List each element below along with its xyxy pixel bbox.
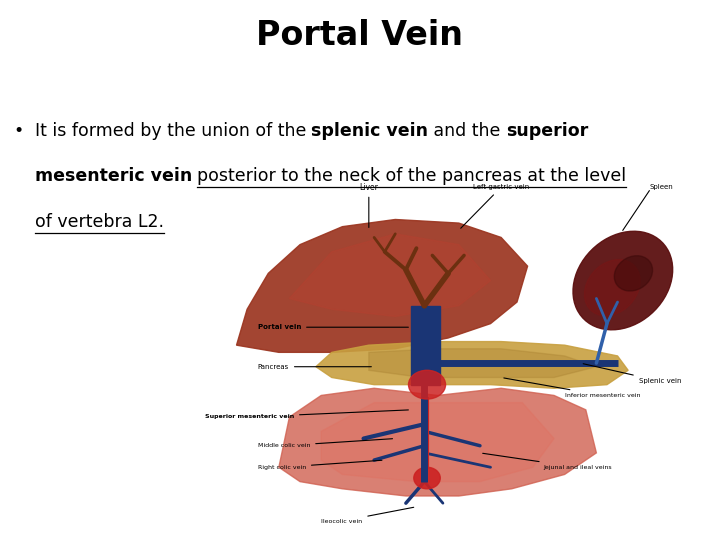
Text: splenic vein: splenic vein xyxy=(312,122,428,139)
Text: Portal Vein: Portal Vein xyxy=(256,19,464,52)
Text: •: • xyxy=(13,122,23,139)
Ellipse shape xyxy=(408,370,446,399)
Ellipse shape xyxy=(614,256,652,291)
Text: of vertebra L2.: of vertebra L2. xyxy=(35,213,163,231)
Ellipse shape xyxy=(585,260,640,316)
Ellipse shape xyxy=(414,467,440,489)
Text: Liver: Liver xyxy=(359,183,378,227)
Text: mesenteric vein: mesenteric vein xyxy=(35,167,192,185)
Text: Inferior mesenteric vein: Inferior mesenteric vein xyxy=(504,378,640,398)
Text: Left gastric vein: Left gastric vein xyxy=(461,184,529,228)
Polygon shape xyxy=(279,388,596,496)
Text: superior: superior xyxy=(506,122,588,139)
Ellipse shape xyxy=(573,231,672,330)
Text: Jejunal and ileal veins: Jejunal and ileal veins xyxy=(482,453,612,470)
Text: Portal vein: Portal vein xyxy=(258,324,408,330)
Text: Pancreas: Pancreas xyxy=(258,364,372,370)
Polygon shape xyxy=(369,349,596,377)
Text: Splenic vein: Splenic vein xyxy=(583,364,681,384)
Text: Superior mesenteric vein: Superior mesenteric vein xyxy=(204,410,408,420)
Text: posterior to the neck of the pancreas at the level: posterior to the neck of the pancreas at… xyxy=(197,167,626,185)
Polygon shape xyxy=(236,219,528,352)
Text: Middle colic vein: Middle colic vein xyxy=(258,438,392,448)
Bar xyxy=(411,306,440,384)
Text: Right colic vein: Right colic vein xyxy=(258,460,382,470)
Polygon shape xyxy=(289,234,490,316)
Text: It is formed by the union of the: It is formed by the union of the xyxy=(35,122,312,139)
Text: Ileocolic vein: Ileocolic vein xyxy=(321,507,414,524)
Text: Spleen: Spleen xyxy=(649,184,673,190)
Polygon shape xyxy=(321,403,554,482)
Polygon shape xyxy=(316,342,628,388)
Text: and the: and the xyxy=(428,122,506,139)
